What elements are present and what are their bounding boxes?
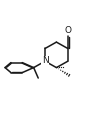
Text: O: O <box>64 26 71 35</box>
Text: N: N <box>42 56 48 65</box>
